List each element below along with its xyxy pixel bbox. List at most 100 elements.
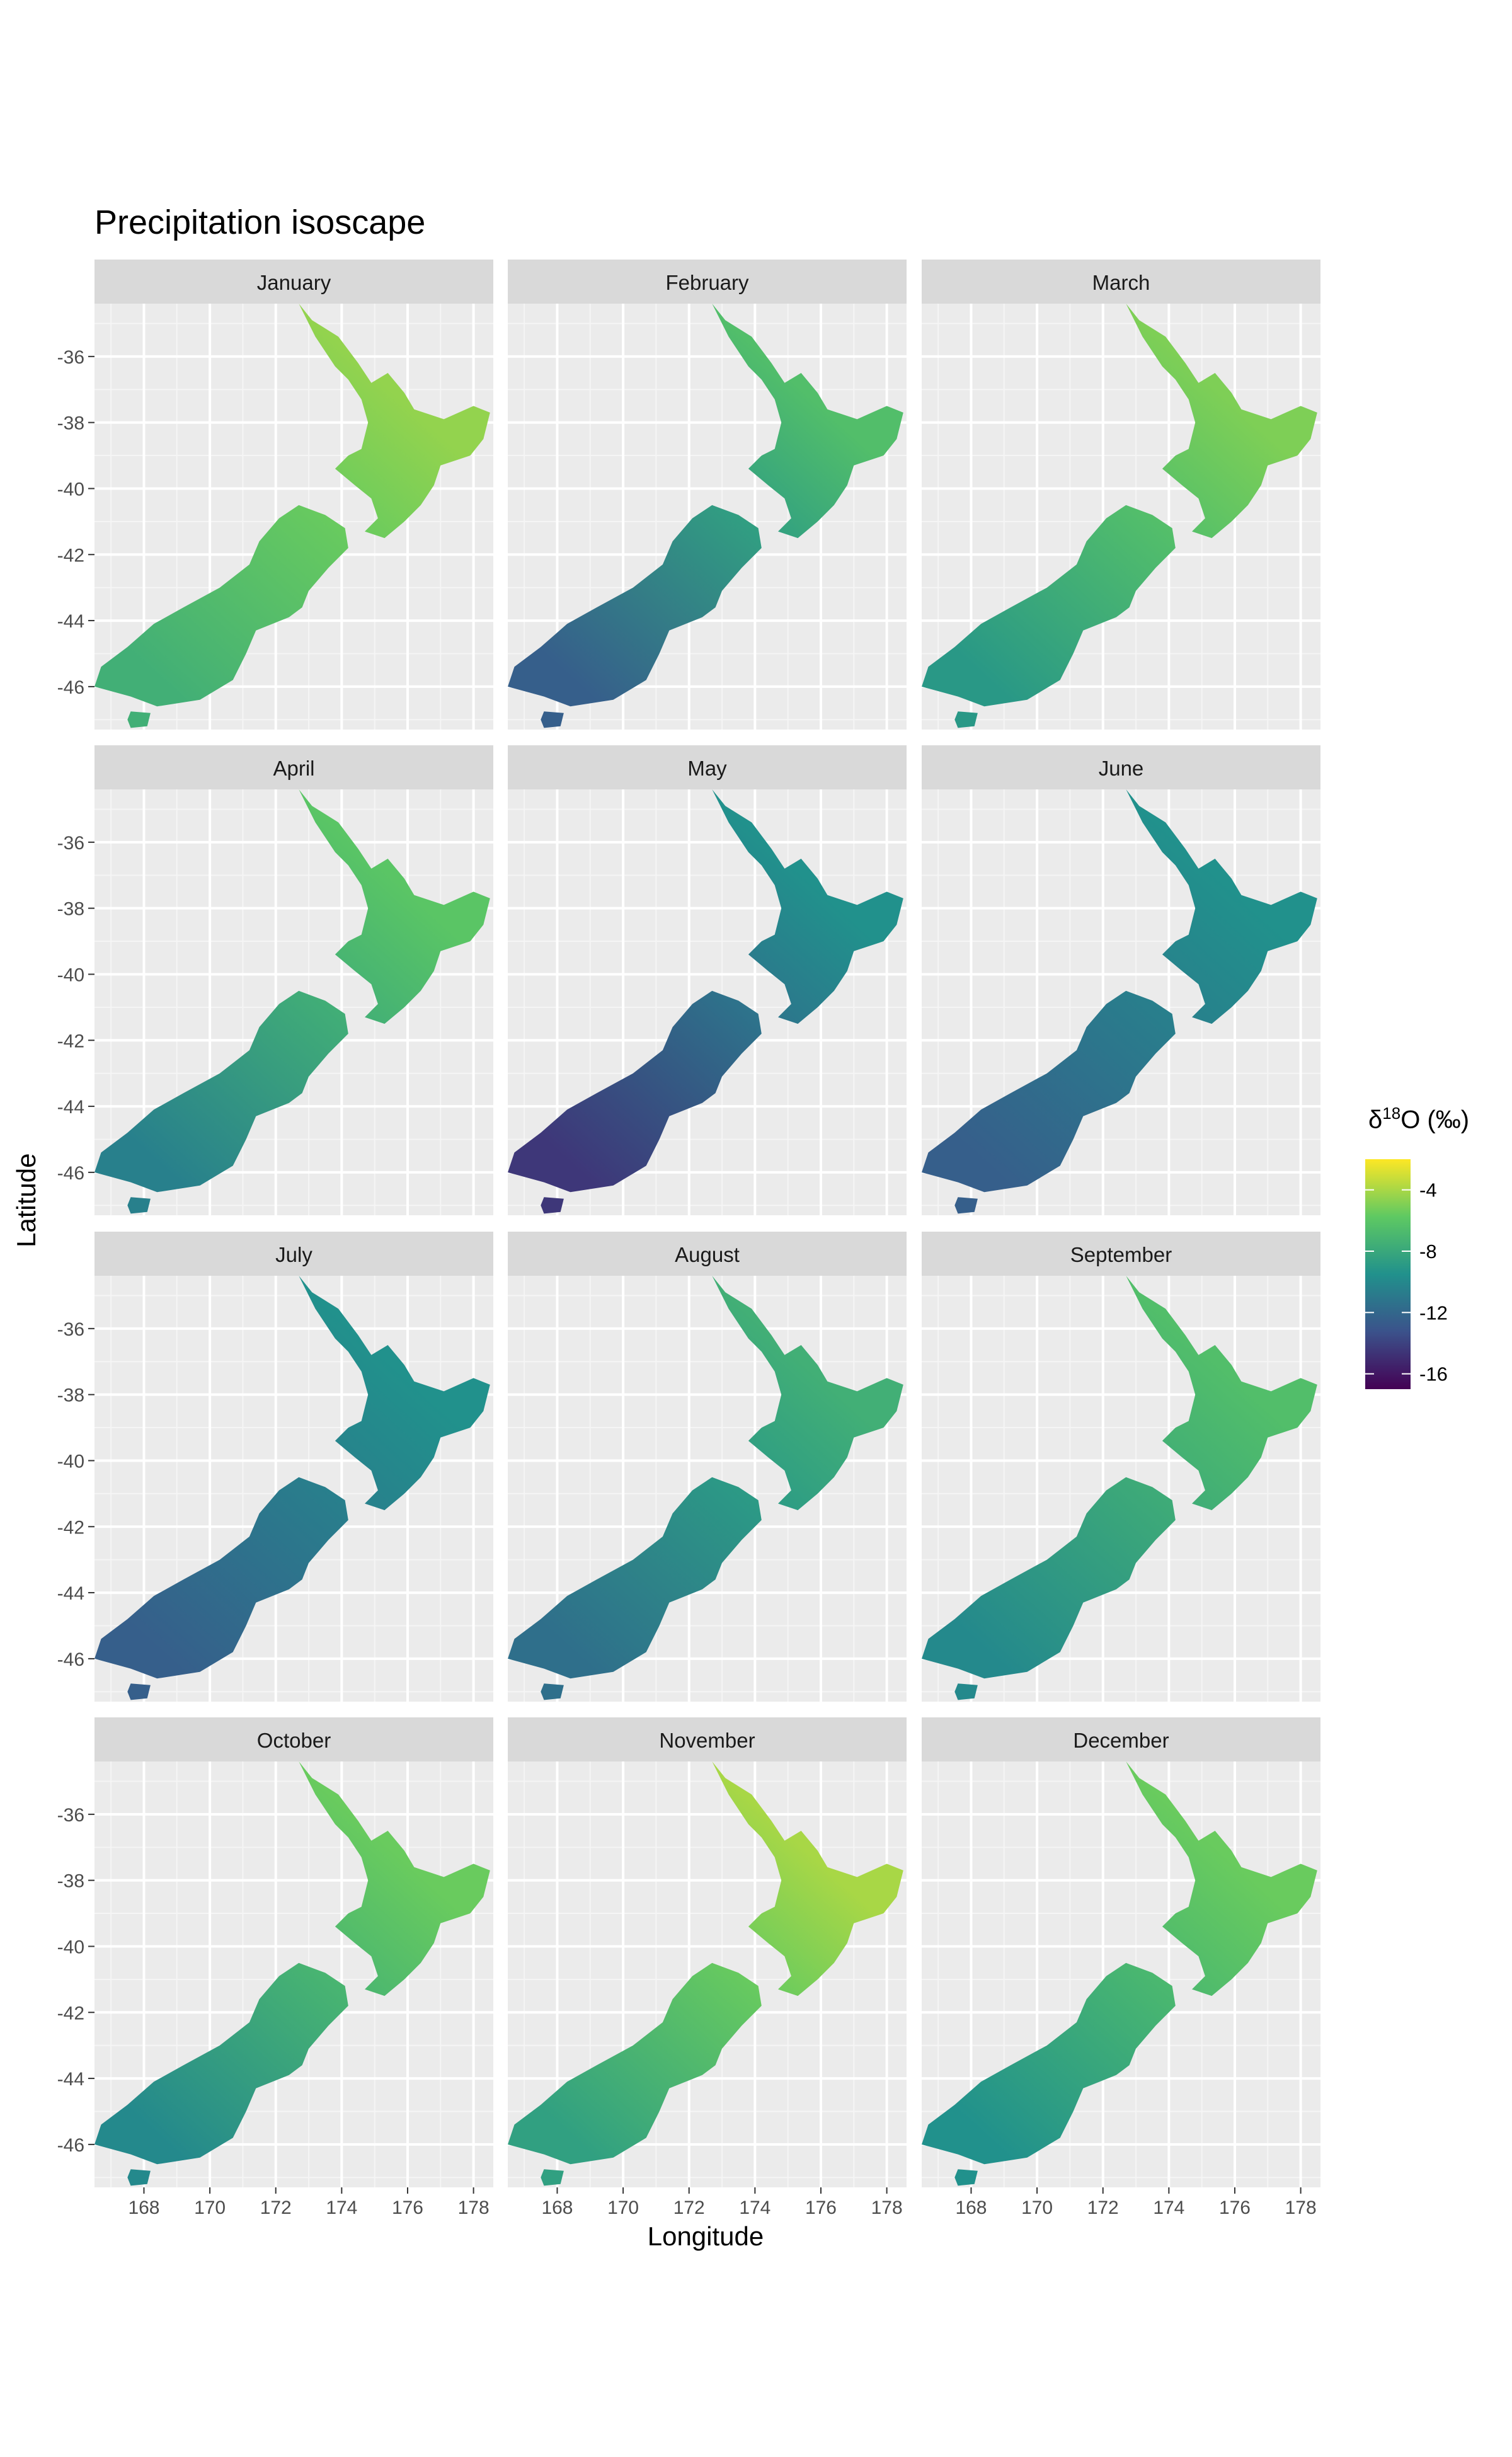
y-tick-label: -44 xyxy=(57,1097,84,1118)
stewart-island xyxy=(954,711,978,728)
facet-strip-label: November xyxy=(659,1729,755,1752)
legend-title-suffix: O (‰) xyxy=(1400,1106,1470,1134)
x-tick-label: 172 xyxy=(1087,2197,1119,2218)
y-tick-label: -46 xyxy=(57,677,84,698)
facet-strip-label: June xyxy=(1099,757,1144,780)
north-island xyxy=(299,1761,490,1996)
facet-strip-label: August xyxy=(675,1243,740,1266)
y-tick-label: -38 xyxy=(57,1385,84,1406)
facet-april: April -36 -38 -40 -42 -44 -46 xyxy=(57,745,493,1215)
facet-strip xyxy=(508,260,907,304)
x-tick-label: 178 xyxy=(871,2197,903,2218)
facet-october: October -36 -38 -40 -42 -44 -46 168 170 172 174 176… xyxy=(57,1717,493,2218)
stewart-island xyxy=(127,2169,151,2186)
facet-strip xyxy=(922,1232,1320,1276)
x-tick-label: 172 xyxy=(673,2197,705,2218)
facet-strip xyxy=(94,1232,493,1276)
y-tick-label: -46 xyxy=(57,1649,84,1670)
x-tick-label: 170 xyxy=(1021,2197,1053,2218)
y-tick-label: -46 xyxy=(57,1163,84,1184)
facet-strip xyxy=(94,260,493,304)
north-island xyxy=(712,1761,903,1996)
colorbar-tick-label: -12 xyxy=(1419,1302,1448,1324)
facet-august: August xyxy=(508,1232,907,1702)
y-tick-label: -38 xyxy=(57,413,84,434)
stewart-island xyxy=(954,2169,978,2186)
south-island xyxy=(508,1477,762,1679)
facet-may: May xyxy=(508,745,907,1215)
stewart-island xyxy=(541,2169,564,2186)
x-tick-label: 176 xyxy=(1219,2197,1251,2218)
south-island xyxy=(508,1962,762,2165)
south-island xyxy=(94,1962,348,2165)
x-tick-label: 174 xyxy=(1153,2197,1184,2218)
north-island xyxy=(1126,1761,1317,1996)
stewart-island xyxy=(541,1197,564,1214)
x-tick-label: 172 xyxy=(260,2197,292,2218)
y-tick-label: -42 xyxy=(57,1031,84,1051)
facet-december: December 168 170 172 174 176 178 xyxy=(922,1717,1320,2218)
facet-strip xyxy=(922,260,1320,304)
x-tick-label: 168 xyxy=(128,2197,159,2218)
facet-strip xyxy=(922,745,1320,789)
y-tick-label: -38 xyxy=(57,899,84,920)
facet-july: July -36 -38 -40 -42 -44 -46 xyxy=(57,1232,493,1702)
legend-colorbar: -4 -8 -12 -16 xyxy=(1365,1159,1448,1389)
y-axis-title: Latitude xyxy=(11,1153,41,1247)
colorbar-tick-label: -4 xyxy=(1419,1179,1437,1201)
x-tick-label: 174 xyxy=(739,2197,770,2218)
stewart-island xyxy=(541,711,564,728)
y-tick-label: -42 xyxy=(57,1517,84,1538)
south-island xyxy=(922,1477,1176,1679)
y-tick-label: -40 xyxy=(57,479,84,500)
legend-title-prefix: δ xyxy=(1368,1106,1383,1134)
north-island xyxy=(1126,789,1317,1024)
south-island xyxy=(508,990,762,1193)
y-tick-label: -36 xyxy=(57,1319,84,1340)
facet-february: February xyxy=(508,260,907,730)
facet-november: November 168 170 172 174 176 178 xyxy=(508,1717,907,2218)
facet-strip xyxy=(922,1717,1320,1761)
y-tick-label: -46 xyxy=(57,2135,84,2156)
legend-title-sup: 18 xyxy=(1382,1104,1401,1123)
x-tick-label: 176 xyxy=(392,2197,423,2218)
y-tick-label: -36 xyxy=(57,347,84,368)
x-tick-label: 168 xyxy=(541,2197,573,2218)
north-island xyxy=(299,304,490,539)
stewart-island xyxy=(541,1683,564,1700)
facet-strip-label: February xyxy=(665,271,749,294)
facet-strip xyxy=(508,745,907,789)
facet-strip-label: July xyxy=(275,1243,312,1266)
south-island xyxy=(94,505,348,707)
south-island xyxy=(922,1962,1176,2165)
south-island xyxy=(922,505,1176,707)
facet-strip-label: May xyxy=(687,757,727,780)
y-tick-label: -40 xyxy=(57,1451,84,1472)
colorbar-tick-label: -16 xyxy=(1419,1363,1448,1385)
facet-strip-label: April xyxy=(273,757,314,780)
facet-january: January -36 -38 -40 -42 -44 -46 xyxy=(57,260,493,730)
facet-strip xyxy=(508,1717,907,1761)
facet-march: March xyxy=(922,260,1320,730)
stewart-island xyxy=(954,1683,978,1700)
facet-strip-label: March xyxy=(1092,271,1150,294)
x-tick-label: 176 xyxy=(805,2197,837,2218)
y-tick-label: -44 xyxy=(57,1583,84,1604)
facet-strip-label: October xyxy=(257,1729,331,1752)
stewart-island xyxy=(954,1197,978,1214)
facet-strip-label: December xyxy=(1073,1729,1169,1752)
x-tick-label: 174 xyxy=(326,2197,357,2218)
x-tick-label: 168 xyxy=(955,2197,987,2218)
stewart-island xyxy=(127,1683,151,1700)
y-tick-label: -36 xyxy=(57,1805,84,1826)
facet-strip xyxy=(94,745,493,789)
y-tick-label: -36 xyxy=(57,833,84,854)
x-axis-title: Longitude xyxy=(647,2221,764,2251)
facet-strip-label: January xyxy=(257,271,331,294)
y-tick-label: -42 xyxy=(57,2003,84,2024)
x-tick-label: 170 xyxy=(194,2197,226,2218)
y-tick-label: -44 xyxy=(57,611,84,632)
south-island xyxy=(94,1477,348,1679)
y-tick-label: -44 xyxy=(57,2069,84,2090)
